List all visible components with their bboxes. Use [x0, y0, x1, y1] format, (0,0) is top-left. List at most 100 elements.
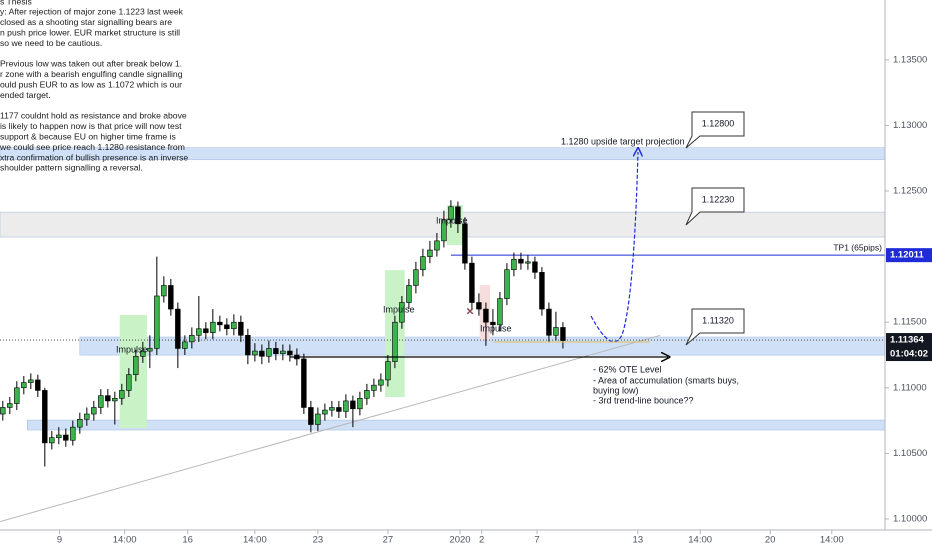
candle-body	[35, 379, 41, 391]
candles	[0, 200, 566, 467]
callout: 1.12800	[685, 111, 745, 149]
thesis-line: n push price lower. EUR market structure…	[0, 27, 180, 37]
callout-box	[685, 187, 745, 226]
tp-name: TP1 (65pips)	[833, 242, 882, 252]
thesis-line: Previous low was taken out after break b…	[0, 59, 182, 69]
countdown: 01:04:02	[890, 349, 928, 360]
thesis-line: shoulder pattern signalling a reversal.	[0, 163, 143, 173]
candle-body	[420, 256, 426, 271]
candle-body	[238, 321, 244, 336]
candle-body	[490, 321, 496, 326]
time-axis-bg	[0, 530, 932, 550]
candle-body	[259, 350, 265, 357]
x-tick-label: 9	[57, 535, 62, 546]
candle-body	[63, 434, 69, 441]
candle-body	[336, 407, 342, 412]
y-tick-label: 1.10500	[893, 448, 927, 459]
candle-body	[280, 350, 286, 354]
ote-note: buying low)	[593, 385, 639, 395]
callout: 1.11320	[685, 308, 745, 346]
thesis-line: ould push EUR to as low as 1.1072 which …	[0, 79, 182, 89]
trend-line	[0, 334, 661, 523]
candle-body	[385, 361, 391, 381]
candle-body	[308, 407, 314, 425]
candle-body	[273, 348, 279, 354]
candle-body	[462, 223, 468, 264]
price-axis-bg	[885, 0, 932, 550]
callout-box	[685, 111, 745, 149]
x-tick-label: 13	[633, 535, 644, 546]
candle-body	[70, 426, 76, 441]
callout-text: 1.11320	[702, 315, 734, 325]
candle-body	[0, 407, 6, 415]
x-tick-label: 2020	[449, 535, 470, 546]
x-tick-label: 20	[765, 535, 776, 546]
candle-body	[511, 258, 517, 271]
candle-body	[49, 437, 55, 444]
background-layer: TP1 (65pips)	[0, 147, 886, 523]
candle-body	[105, 395, 111, 402]
candle-body	[21, 382, 27, 389]
callout-text: 1.12800	[702, 118, 735, 128]
candle-body	[196, 328, 202, 336]
ote-note: - Area of accumulation (smarts buys,	[593, 375, 739, 385]
candle-body	[476, 302, 482, 310]
candle-body	[546, 308, 552, 336]
x-mark: ×	[466, 303, 474, 318]
candle-body	[161, 285, 167, 297]
candle-body	[140, 350, 146, 357]
candle-body	[434, 240, 440, 251]
candle-body	[203, 328, 209, 333]
thesis-line: closed as a shooting star signalling bea…	[0, 17, 172, 27]
tp-tag	[886, 248, 932, 263]
candle-body	[112, 397, 118, 402]
candle-body	[154, 295, 160, 349]
candle-body	[84, 413, 90, 420]
impulse-label: Impulse	[116, 344, 148, 354]
candle-body	[448, 206, 454, 221]
impulse-label: Impulse	[383, 304, 415, 314]
x-tick-label: 27	[383, 535, 394, 546]
candle-body	[231, 321, 237, 330]
thesis-line: support & because EU on higher time fram…	[0, 131, 176, 141]
candle-body	[147, 348, 153, 352]
candle-body	[189, 335, 195, 343]
x-tick-label: 23	[313, 535, 324, 546]
candle-body	[504, 269, 510, 299]
annotation-layer: × 1.1280 upside target projection Impuls…	[116, 111, 745, 405]
y-tick-label: 1.12500	[893, 186, 927, 197]
candle-body	[287, 350, 293, 356]
candle-body	[483, 308, 489, 323]
candle-body	[364, 390, 370, 399]
candle-body	[91, 407, 97, 415]
ote-note: - 62% OTE Level	[593, 364, 662, 374]
candle-body	[469, 262, 475, 303]
candle-body	[168, 285, 174, 310]
candle-body	[301, 358, 307, 408]
candle-body	[245, 335, 251, 356]
y-tick-label: 1.13000	[893, 120, 927, 131]
candle-body	[217, 321, 223, 326]
y-tick-label: 1.11000	[893, 382, 927, 393]
candle-body	[7, 403, 13, 408]
y-tick-label: 1.11500	[893, 317, 927, 328]
thesis-line: r zone with a bearish engulfing candle s…	[0, 69, 183, 79]
candle-body	[329, 407, 335, 411]
y-tick-label: 1.10000	[893, 513, 927, 524]
thesis-line: s Thesis	[0, 0, 32, 6]
x-tick-label: 14:00	[113, 535, 137, 546]
candle-body	[56, 434, 62, 438]
last-price-label: 1.11364	[890, 335, 925, 346]
candle-body	[525, 261, 531, 264]
candle-body	[532, 261, 538, 273]
candle-body	[343, 400, 349, 412]
candle-body	[392, 321, 398, 362]
target-label: 1.1280 upside target projection	[561, 136, 685, 146]
impulse-label: Impulse	[480, 323, 512, 333]
candle-body	[455, 206, 461, 225]
x-tick-label: 14:00	[688, 535, 712, 546]
thesis-line: is likely to happen now is that price wi…	[0, 121, 182, 131]
callout: 1.12230	[685, 187, 745, 226]
